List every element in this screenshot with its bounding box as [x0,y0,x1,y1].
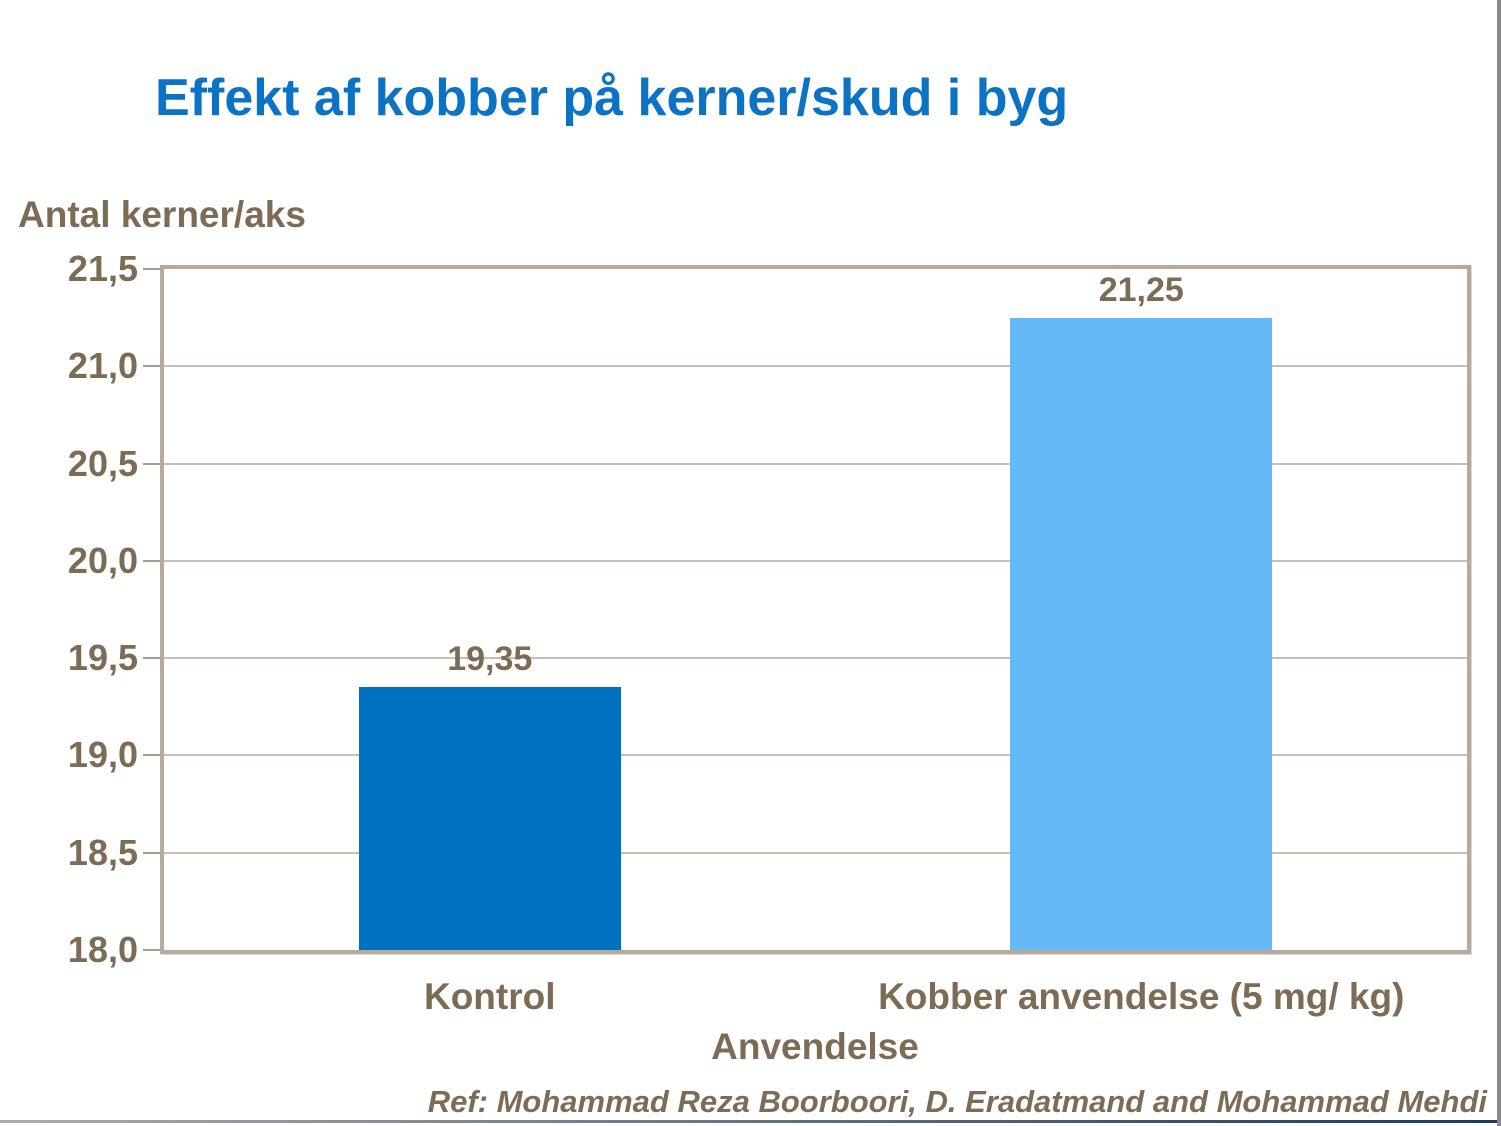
y-tick-mark [143,268,162,270]
gridline [164,851,1467,854]
x-category-label: Kobber anvendelse (5 mg/ kg) [878,976,1405,1017]
plot-area: 19,35 21,25 [160,265,1471,954]
bar-value-label: 21,25 [1098,270,1184,309]
gridline [164,559,1467,562]
y-tick-label: 19,0 [67,734,138,776]
y-tick-mark [143,365,162,368]
y-tick-label: 21,0 [67,345,138,387]
y-tick-label: 18,5 [67,831,138,873]
x-category-label: Kontrol [423,976,556,1017]
y-tick-label: 20,5 [67,442,138,484]
y-tick-label: 18,0 [67,929,138,970]
bar-kobber [1010,317,1273,950]
gridline [164,657,1467,660]
y-tick-mark [143,462,162,465]
y-tick-mark [143,949,162,951]
x-axis-title: Anvendelse [711,1026,919,1067]
reference-citation: Ref: Mohammad Reza Boorboori, D. Eradatm… [427,1084,1487,1119]
y-tick-mark [143,657,162,660]
y-tick-label: 19,5 [67,637,138,679]
bar-value-label: 19,35 [447,640,533,679]
y-axis-title: Antal kerner/aks [18,194,306,235]
gridline [164,754,1467,757]
gridline [164,365,1467,368]
chart-title: Effekt af kobber på kerner/skud i byg [155,69,1069,127]
gridline [164,462,1467,465]
y-tick-mark [143,851,162,854]
slide-bottom-rule [0,1120,1501,1123]
y-tick-label: 20,0 [67,539,138,581]
y-tick-label: 21,5 [67,248,138,289]
slide-right-edge-rule [1497,0,1501,1126]
y-tick-mark [143,559,162,562]
bar-kontrol [358,687,621,950]
y-tick-mark [143,754,162,757]
